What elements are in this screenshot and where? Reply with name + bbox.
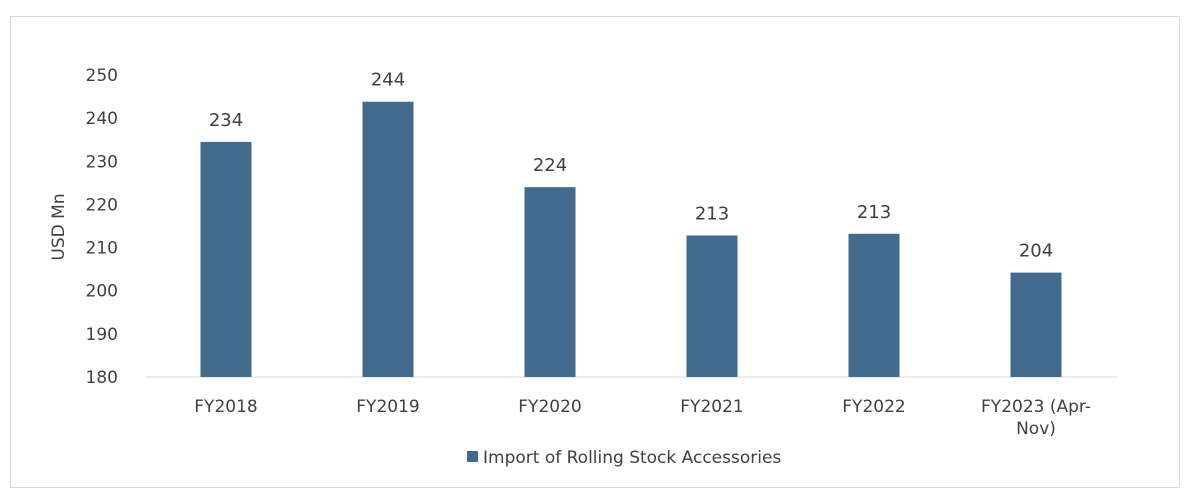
data-labels: 234 244 224 213 213 204 [209,70,1053,262]
bar [524,187,576,377]
bar [686,235,738,377]
y-axis-ticks: 180 190 200 210 220 230 240 250 [86,66,118,388]
y-tick-label: 200 [86,282,118,302]
legend-swatch [467,451,478,462]
y-axis-label: USD Mn [49,193,69,260]
x-axis-ticks: FY2018 FY2019 FY2020 FY2021 FY2022 FY2023 (Ap… [194,397,1091,439]
bar [1010,272,1062,377]
data-label: 234 [209,110,243,131]
bar [362,101,414,378]
data-label: 244 [371,70,405,91]
x-tick-label: FY2022 [842,397,905,417]
x-tick-label: FY2018 [194,397,257,417]
data-label: 213 [857,202,891,223]
data-label: 204 [1019,241,1053,262]
y-tick-label: 180 [86,368,118,388]
y-tick-label: 230 [86,152,118,172]
bar-series [200,101,1062,378]
x-tick-label: FY2019 [356,397,419,417]
y-tick-label: 210 [86,239,118,259]
x-tick-label: FY2023 (Apr- [981,397,1091,417]
x-tick-label: Nov) [1016,419,1056,439]
x-tick-label: FY2021 [680,397,743,417]
x-tick-label: FY2020 [518,397,581,417]
data-label: 213 [695,203,729,224]
bar [848,233,900,377]
y-tick-label: 190 [86,325,118,345]
y-tick-label: 240 [86,109,118,129]
data-label: 224 [533,155,567,176]
y-tick-label: 220 [86,195,118,215]
legend: Import of Rolling Stock Accessories [467,448,781,468]
legend-label: Import of Rolling Stock Accessories [483,448,781,468]
y-tick-label: 250 [86,66,118,86]
bar [200,141,252,377]
